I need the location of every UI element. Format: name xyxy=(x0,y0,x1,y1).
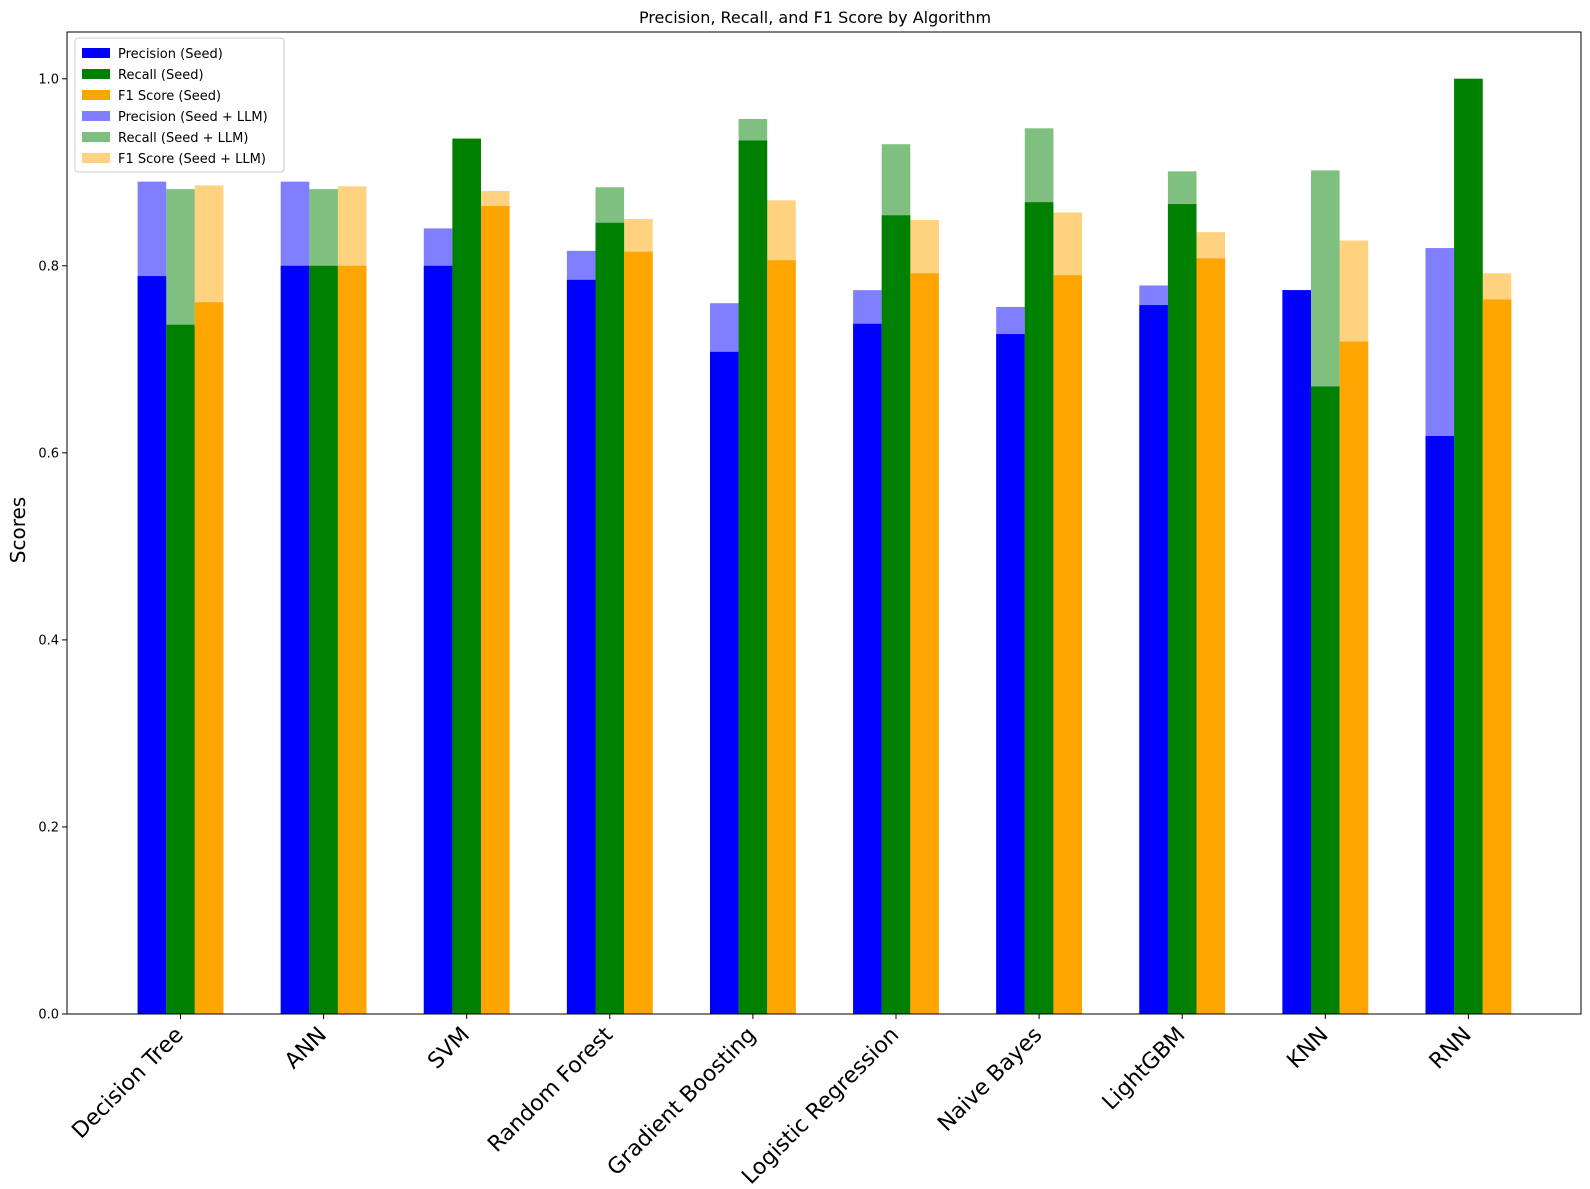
y-tick-label: 0.2 xyxy=(38,820,59,835)
bar-f1-score-seed-decision-tree xyxy=(194,302,224,1014)
bar-recall-seed-naive-bayes xyxy=(1024,202,1054,1014)
legend-box xyxy=(74,37,285,173)
bar-recall-seed-gradient-boosting xyxy=(738,140,768,1015)
bar-precision-seed-rnn xyxy=(1425,436,1455,1014)
bar-f1-score-seed-gradient-boosting xyxy=(767,260,796,1014)
legend-swatch-precision-seed-llm xyxy=(82,111,110,121)
bar-precision-seed-naive-bayes xyxy=(996,334,1025,1015)
legend-label-precision-seed-llm: Precision (Seed + LLM) xyxy=(118,110,268,125)
bar-recall-seed-rnn xyxy=(1454,78,1483,1014)
bar-f1-score-seed-logistic-regression xyxy=(910,273,939,1014)
y-axis-label: Scores xyxy=(6,497,30,563)
legend-label-recall-seed-llm: Recall (Seed + LLM) xyxy=(118,131,248,146)
bar-precision-seed-random-forest xyxy=(566,279,596,1015)
plot-frame xyxy=(66,31,1582,1015)
chart-title: Precision, Recall, and F1 Score by Algor… xyxy=(639,8,991,27)
bar-precision-seed-ann xyxy=(280,265,310,1014)
legend-swatch-recall-seed-llm xyxy=(82,132,110,142)
bar-f1-score-seed-rnn xyxy=(1482,299,1512,1015)
bar-f1-score-seed-lightgbm xyxy=(1196,258,1226,1015)
bar-recall-seed-knn xyxy=(1311,386,1340,1015)
bar-recall-seed-svm xyxy=(452,138,481,1014)
legend-label-f1-score-seed: F1 Score (Seed) xyxy=(118,89,221,104)
y-tick-label: 0.0 xyxy=(38,1008,59,1023)
bar-recall-seed-decision-tree xyxy=(166,324,195,1015)
bar-f1-score-seed-ann xyxy=(337,265,367,1014)
bar-precision-seed-knn xyxy=(1282,290,1311,1014)
bar-precision-seed-gradient-boosting xyxy=(710,351,739,1015)
y-tick-label: 0.4 xyxy=(38,633,59,648)
legend-label-recall-seed: Recall (Seed) xyxy=(118,68,204,83)
bar-precision-seed-logistic-regression xyxy=(853,323,882,1014)
bar-f1-score-seed-svm xyxy=(481,205,510,1014)
bar-f1-score-seed-naive-bayes xyxy=(1053,275,1082,1014)
bar-recall-seed-ann xyxy=(309,265,338,1014)
bar-f1-score-seed-random-forest xyxy=(624,251,653,1014)
legend-label-f1-score-seed-llm: F1 Score (Seed + LLM) xyxy=(118,152,266,167)
bar-recall-seed-lightgbm xyxy=(1167,204,1197,1014)
bar-precision-seed-lightgbm xyxy=(1139,305,1168,1015)
legend-label-precision-seed: Precision (Seed) xyxy=(118,47,223,62)
bar-precision-seed-decision-tree xyxy=(137,276,167,1015)
y-tick-label: 1.0 xyxy=(38,72,59,87)
bar-f1-score-seed-knn xyxy=(1339,341,1369,1014)
legend: Precision (Seed) Recall (Seed) F1 Score (S… xyxy=(74,37,285,173)
legend-swatch-recall-seed xyxy=(82,69,110,79)
legend-swatch-f1-score-seed xyxy=(82,90,110,100)
bars-layer xyxy=(137,78,1512,1015)
y-tick-label: 0.8 xyxy=(38,259,59,274)
bar-recall-seed-logistic-regression xyxy=(881,215,911,1014)
bar-recall-seed-random-forest xyxy=(595,222,625,1015)
legend-swatch-f1-score-seed-llm xyxy=(82,153,110,163)
legend-swatch-precision-seed xyxy=(82,48,110,58)
y-tick-label: 0.6 xyxy=(38,446,59,461)
bar-precision-seed-svm xyxy=(423,265,453,1014)
